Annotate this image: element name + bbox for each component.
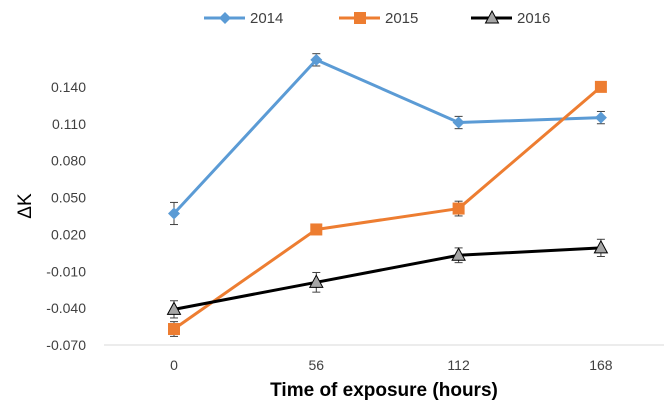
legend-marker-2014 [219,12,231,24]
x-tick-label: 56 [309,357,325,373]
y-tick-label: 0.080 [51,153,86,169]
data-point-2015 [168,323,180,336]
y-tick-label: 0.110 [52,116,86,132]
data-point-2015 [452,202,465,215]
series-line-2014 [172,58,601,215]
data-point-2015 [310,223,323,236]
y-tick-label: -0.010 [46,263,86,279]
legend-label: 2014 [250,10,283,27]
legend-marker-2015 [354,12,366,24]
data-point-2015 [594,80,607,93]
data-point-2014 [594,111,607,124]
y-tick-label: -0.070 [46,337,86,353]
series-layer [166,53,609,337]
x-axis-title: Time of exposure (hours) [270,380,498,401]
x-tick-label: 112 [447,357,470,373]
data-point-2014 [168,207,180,220]
x-axis-ticks: 0 56 112 168 [170,357,613,373]
y-axis-ticks: -0.070 -0.040 -0.010 0.020 0.050 0.080 0.110 0.… [46,79,86,353]
x-tick-label: 0 [170,357,178,373]
x-tick-label: 168 [589,357,613,373]
data-point-2016 [593,239,609,254]
y-tick-label: 0.140 [51,79,86,95]
data-point-2016 [308,274,324,288]
y-axis-title: ΔK [15,193,36,219]
data-point-2014 [452,116,465,129]
series-line-2015 [173,85,602,331]
y-tick-label: -0.040 [46,300,86,316]
legend-item-2016: 2016 [471,9,550,27]
series-2015 [168,80,607,337]
legend-label: 2015 [385,10,418,27]
y-tick-label: 0.020 [51,226,86,242]
data-point-2016 [451,247,466,261]
data-point-2016 [166,301,182,315]
data-point-2014 [310,53,323,66]
legend-marker-2016 [484,9,500,24]
series-2016 [166,238,609,319]
legend: 2014 2015 2016 [204,9,550,27]
series-line-2016 [173,246,601,311]
legend-label: 2016 [517,10,550,27]
legend-item-2014: 2014 [204,10,283,27]
series-2014 [168,53,607,226]
y-tick-label: 0.050 [51,190,86,206]
legend-item-2015: 2015 [339,10,418,27]
